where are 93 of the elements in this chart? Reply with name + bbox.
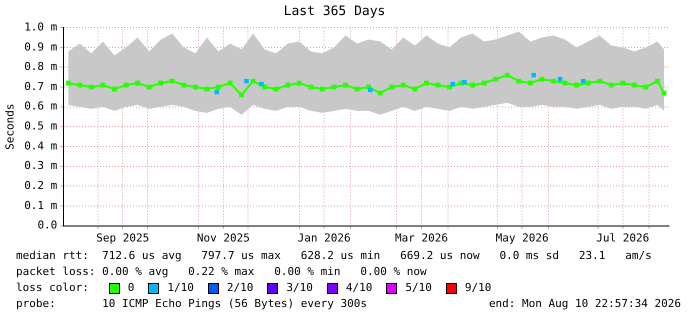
point — [655, 78, 660, 84]
point — [77, 82, 82, 88]
point — [424, 80, 429, 86]
y-tick-label: 0.5 m — [24, 120, 58, 133]
point — [274, 86, 279, 92]
legend-label: 5/10 — [405, 280, 432, 296]
point — [296, 80, 302, 86]
point — [540, 76, 544, 82]
point — [320, 86, 325, 92]
x-tick-label: Nov 2025 — [196, 231, 250, 244]
text: median rtt: 712.6 us avg 797.7 us max 628.2 us min 669.2 us now 0.0 ms sd 23.1 am/s — [16, 248, 653, 264]
point — [135, 80, 140, 86]
point — [170, 78, 175, 84]
point — [112, 86, 117, 92]
point — [608, 82, 614, 88]
point — [412, 86, 418, 92]
point — [366, 84, 372, 90]
point — [378, 90, 383, 96]
legend-label: 4/10 — [346, 280, 372, 296]
y-tick-label: 0.4 m — [24, 139, 58, 152]
point — [586, 80, 591, 86]
point — [262, 84, 268, 90]
point — [447, 84, 452, 90]
point — [343, 82, 348, 88]
point — [504, 72, 510, 78]
point — [574, 82, 579, 88]
point — [228, 80, 232, 86]
point — [643, 84, 648, 90]
point — [181, 82, 186, 88]
legend-label: 3/10 — [286, 280, 313, 296]
point — [516, 78, 522, 84]
point — [354, 86, 360, 92]
point — [158, 80, 164, 86]
y-tick-label: 0.6 m — [24, 100, 58, 113]
point — [146, 84, 152, 90]
point — [124, 82, 128, 88]
x-tick-label: Mar 2026 — [394, 231, 448, 244]
legend-label: 0 — [128, 280, 134, 296]
point — [450, 82, 456, 86]
point — [580, 78, 586, 84]
point — [531, 72, 536, 78]
point — [100, 82, 106, 88]
y-axis-title: Seconds — [3, 104, 16, 150]
point — [216, 84, 221, 90]
y-tick-label: 0.0 — [37, 218, 58, 232]
point — [368, 88, 373, 92]
y-tick-label: 0.7 m — [24, 80, 58, 93]
y-tick-label: 0.2 m — [24, 179, 58, 192]
point — [470, 82, 476, 88]
point — [244, 78, 249, 84]
point — [285, 82, 290, 88]
y-tick-label: 0.1 m — [24, 198, 58, 212]
point — [458, 80, 464, 86]
legend-title: loss color: — [16, 280, 90, 296]
y-tick-label: 0.8 m — [24, 60, 58, 74]
y-tick-label: 0.3 m — [24, 159, 58, 172]
text: probe: 10 ICMP Echo Pings (56 Bytes) every 300s — [16, 296, 367, 312]
point — [562, 80, 568, 86]
point — [662, 90, 666, 96]
point — [239, 92, 244, 98]
point — [620, 80, 626, 86]
point — [632, 82, 637, 88]
point — [400, 82, 406, 88]
point — [528, 80, 533, 86]
point — [204, 86, 210, 92]
y-tick-label: 0.9 m — [24, 40, 58, 54]
x-tick-label: Jan 2026 — [298, 231, 351, 244]
point — [66, 80, 71, 86]
point — [308, 84, 314, 90]
chart-title: Last 365 Days — [284, 4, 386, 20]
point — [558, 76, 562, 82]
x-tick-label: May 2026 — [496, 231, 549, 244]
legend-label: 9/10 — [464, 280, 492, 296]
point — [436, 82, 440, 88]
point — [493, 76, 498, 82]
point — [389, 84, 394, 90]
x-tick-label: Sep 2025 — [96, 231, 150, 244]
point — [332, 84, 336, 90]
legend-label: 2/10 — [226, 280, 254, 296]
point — [192, 84, 198, 90]
point — [482, 80, 487, 86]
point — [88, 84, 94, 90]
legend-label: 1/10 — [167, 280, 194, 296]
x-tick-label: Jul 2026 — [596, 231, 650, 244]
point — [259, 82, 264, 86]
point — [462, 80, 467, 84]
y-tick-label: 1.0 m — [24, 20, 58, 34]
point — [551, 78, 556, 84]
text: packet loss: 0.00 % avg 0.22 % max 0.00 % min 0.00 % now — [16, 264, 428, 280]
point — [214, 90, 220, 94]
point — [597, 78, 602, 84]
point — [250, 78, 256, 84]
text: end: Mon Aug 10 22:57:34 2026 — [488, 296, 681, 312]
